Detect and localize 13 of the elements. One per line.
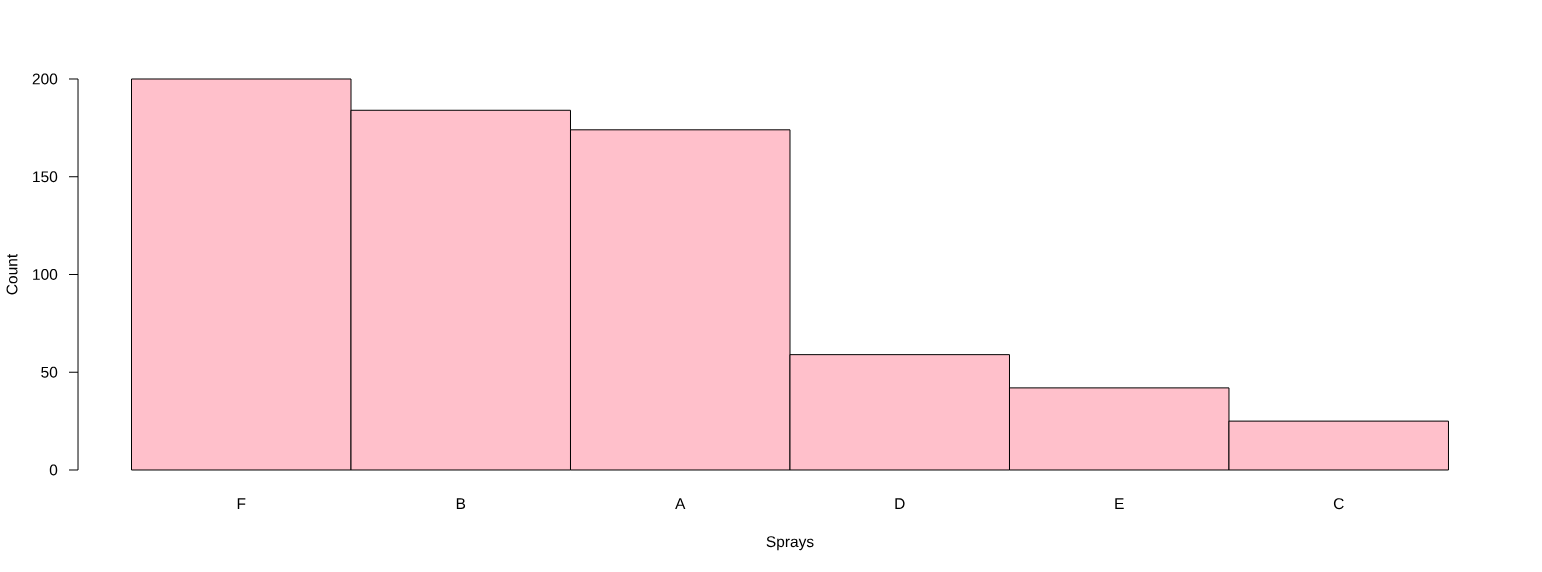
y-tick-label: 150 [33, 171, 58, 183]
x-tick-label: F [237, 498, 246, 509]
y-tick-label: 0 [49, 464, 58, 476]
x-tick-label: D [895, 498, 905, 509]
y-tick-label: 100 [33, 269, 58, 280]
y-tick-label: 200 [32, 73, 58, 85]
x-tick-label: A [675, 498, 686, 509]
y-axis-title: Count [6, 253, 18, 295]
x-tick-label: B [456, 498, 466, 509]
x-tick-label: E [1115, 498, 1124, 509]
y-tick-label: 50 [41, 366, 58, 378]
x-axis-title: Sprays [766, 536, 814, 551]
x-tick-label: C [1333, 498, 1344, 510]
